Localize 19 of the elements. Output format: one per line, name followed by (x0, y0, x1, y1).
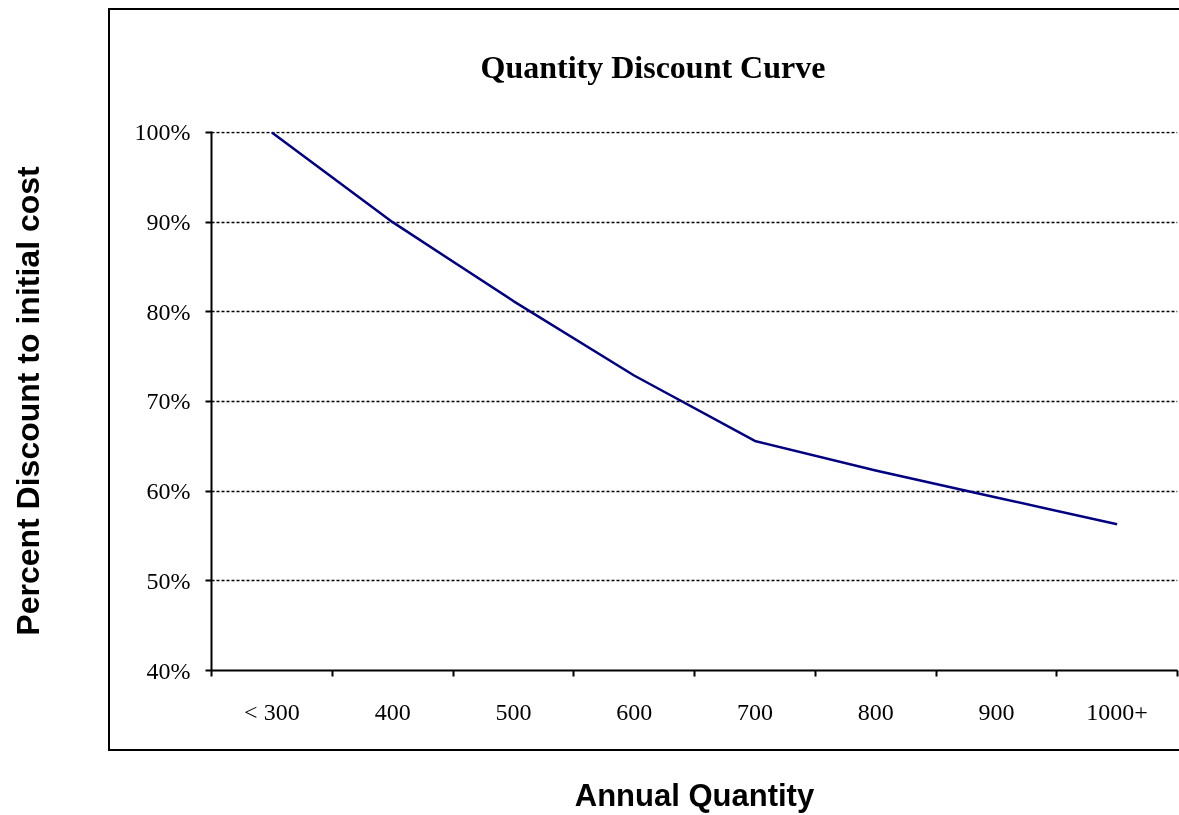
y-tick-label: 90% (146, 209, 191, 236)
line-series (270, 131, 1119, 526)
y-tick-label: 60% (146, 478, 191, 505)
x-tick-label: 500 (495, 698, 532, 725)
x-tick-label: 800 (857, 698, 894, 725)
y-tick-label: 70% (146, 388, 191, 415)
x-tick-label: 1000+ (1086, 698, 1148, 725)
y-tick-label: 40% (146, 657, 191, 684)
y-tick-label: 80% (146, 298, 191, 325)
y-tick-label: 50% (146, 567, 191, 594)
y-tick-label: 100% (134, 119, 191, 146)
x-tick-label: 600 (616, 698, 653, 725)
x-tick-label: < 300 (244, 698, 300, 725)
x-tick-label: 900 (978, 698, 1015, 725)
y-axis-title: Percent Discount to initial cost (9, 165, 46, 636)
x-tick-label: 400 (374, 698, 411, 725)
x-tick-label: 700 (736, 698, 773, 725)
x-axis-title: Annual Quantity (574, 777, 815, 813)
chart-title: Quantity Discount Curve (480, 49, 826, 85)
